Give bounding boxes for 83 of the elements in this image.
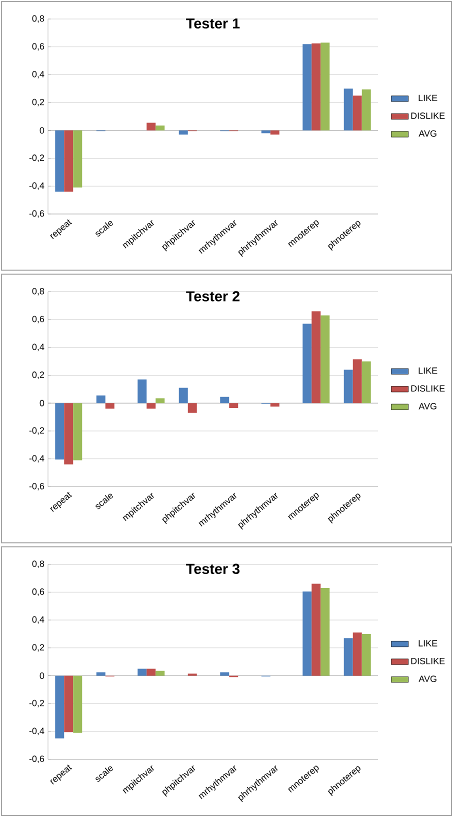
bar (344, 88, 353, 130)
bar (312, 43, 321, 130)
bar (146, 122, 156, 130)
bar (156, 126, 165, 130)
bar (220, 672, 230, 676)
y-tick-label: -0,6 (29, 482, 44, 490)
bar (344, 370, 353, 404)
legend-label: LIKE (418, 368, 438, 374)
chart-title: Tester 3 (186, 564, 240, 574)
bar (320, 42, 330, 130)
legend-label: DISLIKE (411, 112, 445, 119)
bar (312, 311, 321, 404)
bar (362, 89, 371, 130)
bar (138, 379, 147, 404)
bar (352, 359, 362, 404)
bar (156, 398, 165, 404)
bar (64, 403, 74, 464)
legend-label: DISLIKE (411, 385, 445, 392)
y-tick-label: 0,8 (32, 15, 44, 23)
y-tick-label: 0,6 (32, 316, 44, 324)
y-tick-label: 0,2 (32, 98, 44, 106)
chart-title: Tester 2 (186, 291, 240, 302)
bar (302, 324, 312, 404)
y-tick-label: -0,4 (29, 728, 44, 736)
legend-label: AVG (418, 676, 436, 682)
bar (229, 403, 238, 408)
y-tick-label: 0 (40, 127, 44, 134)
bar (344, 638, 353, 676)
y-tick-label: -0,4 (29, 182, 44, 190)
y-tick-label: 0,8 (32, 560, 44, 568)
bar (302, 44, 312, 130)
y-tick-label: -0,2 (29, 154, 44, 162)
bar (270, 130, 280, 135)
bar (96, 672, 106, 676)
bar (362, 634, 371, 676)
bar (55, 130, 64, 192)
legend-label: LIKE (418, 640, 438, 646)
bar (312, 584, 321, 676)
bar (73, 403, 82, 460)
bar (362, 361, 371, 404)
y-tick-label: -0,2 (29, 700, 44, 708)
bar (302, 591, 312, 676)
bar (138, 668, 147, 676)
bar (105, 403, 114, 409)
bar (146, 403, 156, 409)
y-tick-label: -0,6 (29, 210, 44, 218)
bar (64, 130, 74, 192)
y-tick-label: 0,6 (32, 588, 44, 596)
y-tick-label: 0 (40, 672, 44, 679)
y-tick-label: 0,2 (32, 372, 44, 379)
bar (352, 632, 362, 676)
bar (73, 676, 82, 733)
y-tick-label: 0,8 (32, 288, 44, 296)
bar (55, 403, 64, 460)
bar (320, 588, 330, 676)
bar (146, 668, 156, 676)
y-tick-label: 0,4 (32, 616, 44, 624)
bar (178, 130, 188, 135)
bar (156, 670, 165, 676)
y-tick-label: 0,4 (32, 70, 44, 78)
bar (73, 130, 82, 188)
bar (55, 676, 64, 738)
legend-label: AVG (418, 403, 436, 410)
y-tick-label: 0 (40, 400, 44, 406)
bar (64, 676, 74, 732)
bar (220, 396, 230, 404)
bar (96, 395, 106, 404)
y-tick-label: -0,2 (29, 427, 44, 435)
bar (178, 388, 188, 404)
y-tick-label: 0,2 (32, 644, 44, 652)
bar (352, 96, 362, 130)
bar (261, 130, 270, 134)
chart-title: Tester 1 (186, 18, 240, 29)
bar (188, 403, 197, 413)
bar (320, 315, 330, 404)
legend-label: LIKE (418, 94, 438, 102)
legend-label: AVG (418, 130, 436, 137)
y-tick-label: -0,6 (29, 756, 44, 764)
legend-label: DISLIKE (411, 658, 445, 664)
y-tick-label: -0,4 (29, 455, 44, 463)
bar (270, 403, 280, 407)
y-tick-label: 0,6 (32, 43, 44, 51)
y-tick-label: 0,4 (32, 344, 44, 352)
